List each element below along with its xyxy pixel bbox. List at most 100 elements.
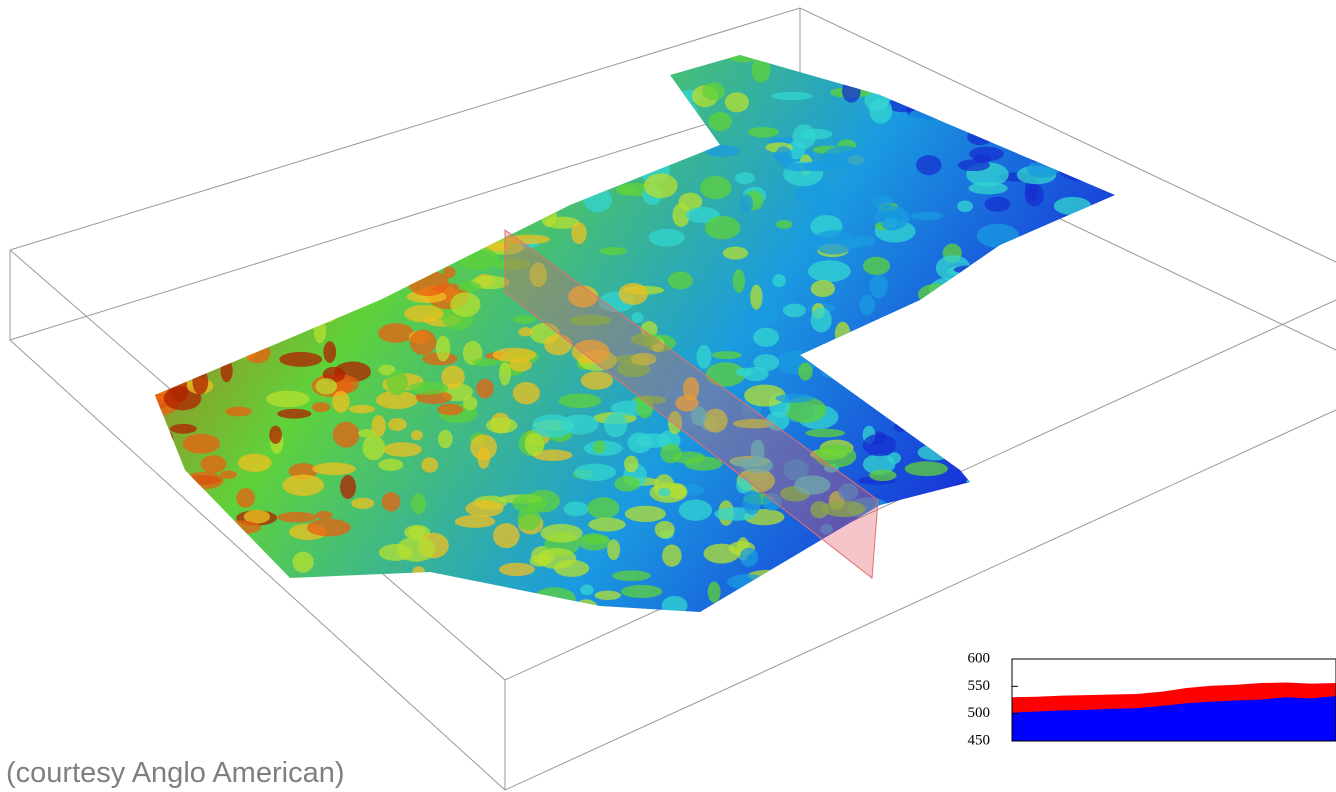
terrain-patch [1068,499,1099,514]
terrain-patch [818,600,852,612]
terrain-patch [1067,544,1110,566]
terrain-patch [268,313,282,332]
terrain-patch [643,173,678,199]
terrain-patch [966,475,1005,487]
terrain-patch [332,421,360,448]
terrain-patch [426,241,449,252]
terrain-patch [225,106,256,126]
terrain-patch [1051,432,1087,448]
terrain-patch [493,523,520,549]
terrain-patch [604,413,628,438]
terrain-patch [457,246,499,270]
terrain-patch [512,494,547,513]
terrain-patch [917,444,952,461]
terrain-patch [753,327,779,347]
terrain-patch [1045,597,1087,608]
terrain-patch [782,162,827,172]
terrain-patch [702,82,725,101]
terrain-patch [209,257,241,271]
terrain-patch [563,501,589,517]
terrain-patch [492,347,537,363]
terrain-patch [174,307,218,324]
terrain-patch [953,441,968,452]
terrain-patch [705,362,746,387]
inset-chart: 600 550 500 450 [968,650,1336,748]
terrain-patch [1045,442,1084,464]
terrain-patch [762,492,782,511]
terrain-patch [288,608,309,612]
terrain-patch [233,313,261,329]
terrain-patch [1051,263,1066,287]
terrain-patch [862,433,897,457]
terrain-patch [513,159,550,175]
terrain-patch [328,269,341,283]
terrain-patch [747,126,779,138]
terrain-patch [220,359,233,383]
terrain-patch [958,317,995,327]
terrain-patch [180,55,221,56]
terrain-patch [805,428,845,438]
terrain-patch [968,506,996,521]
terrain-patch [742,308,779,326]
terrain-patch [159,74,193,96]
terrain-patch [821,500,866,517]
terrain-patch [408,381,449,395]
terrain-patch [1032,59,1061,69]
terrain-patch [1066,244,1095,270]
terrain-patch [364,195,377,216]
terrain-patch [537,88,562,103]
terrain-patch [191,110,216,134]
terrain-patch [869,469,897,482]
terrain-patch [226,64,261,81]
terrain-patch [976,411,998,433]
terrain-patch [1072,599,1104,612]
terrain-patch [167,519,188,540]
terrain-patch [928,364,944,389]
terrain-patch [293,282,315,298]
terrain-patch [750,284,763,310]
terrain-patch [820,523,833,535]
terrain-patch [237,453,272,473]
terrain-patch [967,128,993,146]
terrain-patch [876,344,903,365]
terrain-patch [529,554,550,567]
terrain-patch [711,351,742,360]
terrain-patch [182,433,220,454]
terrain-patch [407,270,449,297]
terrain-patch [534,83,561,105]
terrain-patch [923,334,958,349]
terrain-patch [568,285,599,308]
terrain-patch [866,374,891,395]
terrain-patch [794,475,831,495]
terrain-patch [922,55,948,56]
terrain-patch [744,384,786,407]
terrain-patch [155,588,173,612]
terrain-patch [168,170,205,194]
terrain-patch [1013,399,1048,420]
terrain-patch [599,246,627,256]
terrain-patch [284,212,320,228]
terrain-patch [856,588,876,601]
terrain-patch [707,581,721,603]
terrain-patch [942,314,960,328]
terrain-patch [580,371,614,390]
terrain-patch [531,414,574,438]
terrain-patch [621,584,663,599]
terrain-patch [277,408,312,419]
terrain-patch [371,415,386,437]
terrain-patch [227,281,261,305]
terrain-patch [1090,439,1109,463]
terrain-patch [958,573,994,594]
terrain-patch [408,526,426,538]
terrain-patch [167,190,190,205]
terrain-patch [323,341,337,363]
terrain-patch [172,87,186,106]
terrain-patch [1058,157,1102,182]
terrain-patch [340,474,356,499]
terrain-patch [504,609,534,612]
terrain-patch [838,483,859,501]
terrain-patch [244,342,271,364]
terrain-patch [869,273,888,299]
terrain-patch [160,304,191,320]
